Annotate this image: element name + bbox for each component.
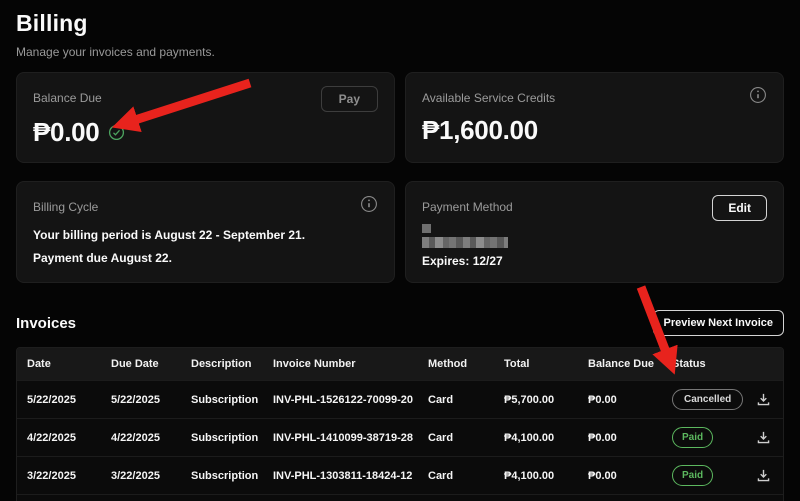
invoice-balance-due: ₱0.00 bbox=[588, 431, 617, 444]
invoices-header: Invoices Preview Next Invoice bbox=[16, 310, 784, 336]
preview-next-invoice-button[interactable]: Preview Next Invoice bbox=[652, 310, 784, 336]
check-circle-icon bbox=[108, 124, 125, 141]
download-invoice-button[interactable] bbox=[754, 390, 773, 409]
info-icon[interactable] bbox=[749, 86, 767, 104]
invoice-description: Subscription bbox=[191, 469, 259, 482]
status-badge: Cancelled bbox=[672, 389, 744, 410]
summary-cards: Balance Due Pay ₱0.00 Available Service … bbox=[16, 72, 784, 283]
invoice-method: Card bbox=[428, 431, 454, 444]
invoices-table-body: 5/22/2025 5/22/2025 Subscription INV-PHL… bbox=[17, 380, 783, 501]
card-expiry-text: Expires: 12/27 bbox=[422, 254, 503, 268]
invoice-due-date: 4/22/2025 bbox=[111, 431, 160, 444]
table-row: 3/22/2025 3/22/2025 Subscription INV-PHL… bbox=[17, 456, 783, 494]
col-description: Description bbox=[191, 358, 252, 370]
billing-period-text: Your billing period is August 22 - Septe… bbox=[33, 228, 306, 242]
invoice-date: 4/22/2025 bbox=[27, 431, 76, 444]
invoice-balance-due: ₱0.00 bbox=[588, 393, 617, 406]
col-method: Method bbox=[428, 358, 468, 370]
invoice-total: ₱4,100.00 bbox=[504, 469, 555, 482]
table-row: 5/22/2025 5/22/2025 Subscription INV-PHL… bbox=[17, 380, 783, 418]
service-credits-amount: ₱1,600.00 bbox=[422, 115, 538, 145]
col-date: Date bbox=[27, 358, 51, 370]
page-title: Billing bbox=[16, 10, 88, 36]
download-icon bbox=[756, 430, 771, 445]
invoices-title: Invoices bbox=[16, 314, 77, 332]
billing-cycle-card: Billing Cycle Your billing period is Aug… bbox=[16, 181, 395, 283]
col-invoice-number: Invoice Number bbox=[273, 358, 356, 370]
pay-button[interactable]: Pay bbox=[320, 86, 378, 112]
col-balance-due: Balance Due bbox=[588, 358, 655, 370]
download-invoice-button[interactable] bbox=[754, 466, 773, 485]
billing-cycle-label: Billing Cycle bbox=[33, 200, 99, 214]
invoice-method: Card bbox=[428, 469, 454, 482]
card-brand-redacted bbox=[422, 224, 431, 233]
invoice-date: 3/22/2025 bbox=[27, 469, 76, 482]
invoice-method: Card bbox=[428, 393, 454, 406]
download-icon bbox=[756, 468, 771, 483]
col-status: Status bbox=[672, 358, 706, 370]
invoice-due-date: 5/22/2025 bbox=[111, 393, 160, 406]
page-subtitle: Manage your invoices and payments. bbox=[16, 45, 215, 59]
download-icon bbox=[756, 392, 771, 407]
payment-method-label: Payment Method bbox=[422, 200, 513, 214]
table-row: 2/22/2025 2/22/2025 Subscription INV-PHL… bbox=[17, 494, 783, 501]
edit-payment-button[interactable]: Edit bbox=[712, 195, 767, 221]
invoice-total: ₱5,700.00 bbox=[504, 393, 555, 406]
invoice-number: INV-PHL-1303811-18424-12 bbox=[273, 469, 413, 482]
payment-due-text: Payment due August 22. bbox=[33, 251, 172, 265]
balance-due-label: Balance Due bbox=[33, 91, 102, 105]
col-total: Total bbox=[504, 358, 530, 370]
status-badge: Paid bbox=[672, 465, 714, 486]
invoices-table: Date Due Date Description Invoice Number… bbox=[16, 347, 784, 501]
invoices-table-header: Date Due Date Description Invoice Number… bbox=[17, 348, 783, 380]
table-row: 4/22/2025 4/22/2025 Subscription INV-PHL… bbox=[17, 418, 783, 456]
invoice-due-date: 3/22/2025 bbox=[111, 469, 160, 482]
invoice-date: 5/22/2025 bbox=[27, 393, 76, 406]
invoice-description: Subscription bbox=[191, 393, 259, 406]
invoice-total: ₱4,100.00 bbox=[504, 431, 555, 444]
balance-due-amount: ₱0.00 bbox=[33, 117, 100, 147]
col-due-date: Due Date bbox=[111, 358, 159, 370]
service-credits-card: Available Service Credits ₱1,600.00 bbox=[405, 72, 784, 163]
card-number-redacted bbox=[422, 237, 508, 248]
invoice-description: Subscription bbox=[191, 431, 259, 444]
balance-due-card: Balance Due Pay ₱0.00 bbox=[16, 72, 395, 163]
service-credits-label: Available Service Credits bbox=[422, 91, 556, 105]
payment-method-card: Payment Method Edit Expires: 12/27 bbox=[405, 181, 784, 283]
invoice-number: INV-PHL-1410099-38719-28 bbox=[273, 431, 414, 444]
info-icon[interactable] bbox=[360, 195, 378, 213]
invoice-balance-due: ₱0.00 bbox=[588, 469, 617, 482]
status-badge: Paid bbox=[672, 427, 714, 448]
download-invoice-button[interactable] bbox=[754, 428, 773, 447]
invoice-number: INV-PHL-1526122-70099-20 bbox=[273, 393, 414, 406]
